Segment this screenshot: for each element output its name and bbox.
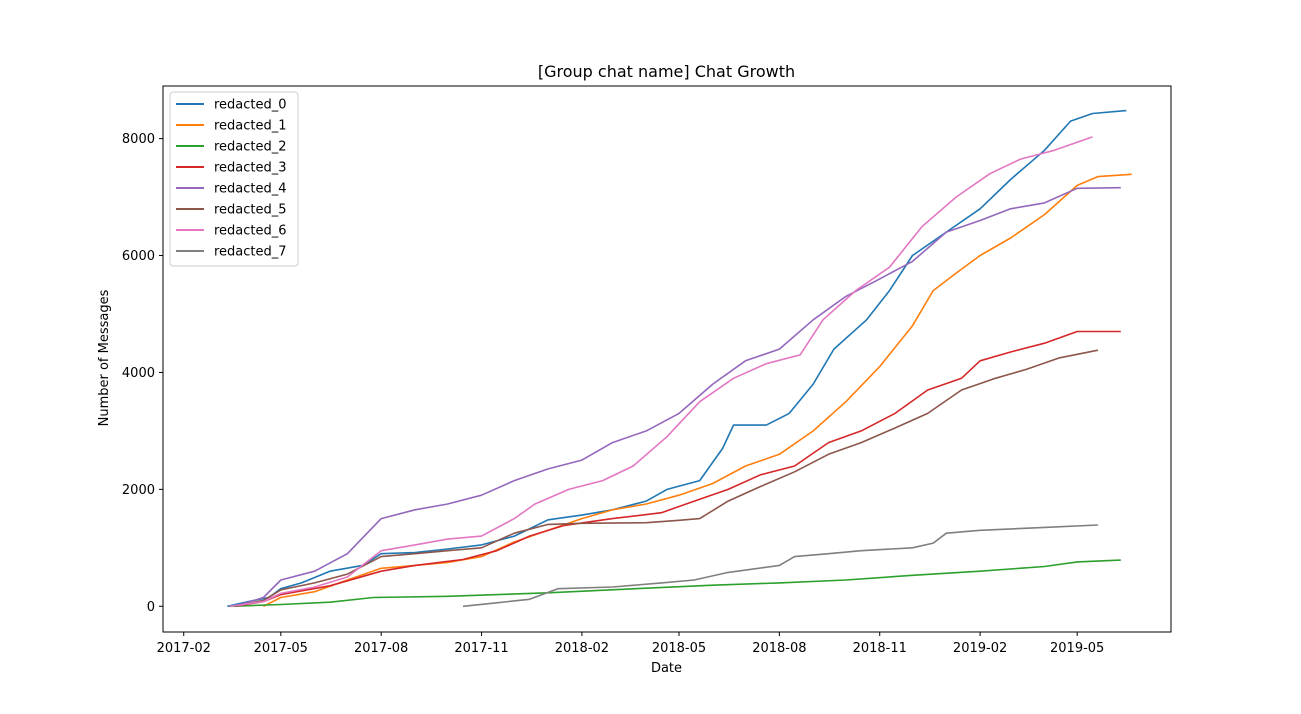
legend-label-5: redacted_5 <box>214 203 287 218</box>
series-line-2 <box>229 559 1121 608</box>
series-line-0 <box>227 109 1127 608</box>
plot-frame <box>162 85 1172 633</box>
legend-label-0: redacted_0 <box>214 98 287 113</box>
x-tick-label-1: 2017-05 <box>254 641 308 656</box>
y-axis-label: Number of Messages <box>97 289 112 426</box>
series-line-3 <box>234 330 1121 608</box>
legend-box <box>169 91 299 267</box>
series-line-7 <box>462 524 1098 608</box>
legend-label-4: redacted_4 <box>214 182 287 197</box>
x-axis-label: Date <box>651 661 682 676</box>
legend-label-7: redacted_7 <box>214 245 287 260</box>
series-line-5 <box>234 349 1099 608</box>
legend-label-2: redacted_2 <box>214 140 287 155</box>
x-tick-label-4: 2018-02 <box>555 641 609 656</box>
axes: 2017-02 2017-05 2017-08 2017-11 2018-02 2018-… <box>122 85 1172 656</box>
legend: redacted_0 redacted_1 redacted_2 redacted_3… <box>169 91 299 267</box>
series-line-6 <box>229 136 1093 608</box>
x-tick-label-2: 2017-08 <box>354 641 408 656</box>
x-tick-label-0: 2017-02 <box>157 641 211 656</box>
x-tick-label-9: 2019-05 <box>1050 641 1104 656</box>
legend-label-6: redacted_6 <box>214 224 287 239</box>
y-tick-label-4: 8000 <box>122 132 155 147</box>
x-tick-label-3: 2017-11 <box>454 641 508 656</box>
x-tick-label-7: 2018-11 <box>853 641 907 656</box>
x-tick-label-6: 2018-08 <box>752 641 806 656</box>
x-tick-label-5: 2018-05 <box>652 641 706 656</box>
legend-label-1: redacted_1 <box>214 119 287 134</box>
series-line-4 <box>234 186 1121 608</box>
x-tick-label-8: 2019-02 <box>953 641 1007 656</box>
y-tick-label-0: 0 <box>147 600 155 615</box>
series-line-1 <box>263 173 1132 608</box>
y-tick-label-1: 2000 <box>122 483 155 498</box>
legend-label-3: redacted_3 <box>214 161 287 176</box>
y-tick-label-2: 4000 <box>122 366 155 381</box>
chart-title: [Group chat name] Chat Growth <box>538 62 795 81</box>
y-tick-label-3: 6000 <box>122 249 155 264</box>
series-lines <box>227 109 1132 608</box>
